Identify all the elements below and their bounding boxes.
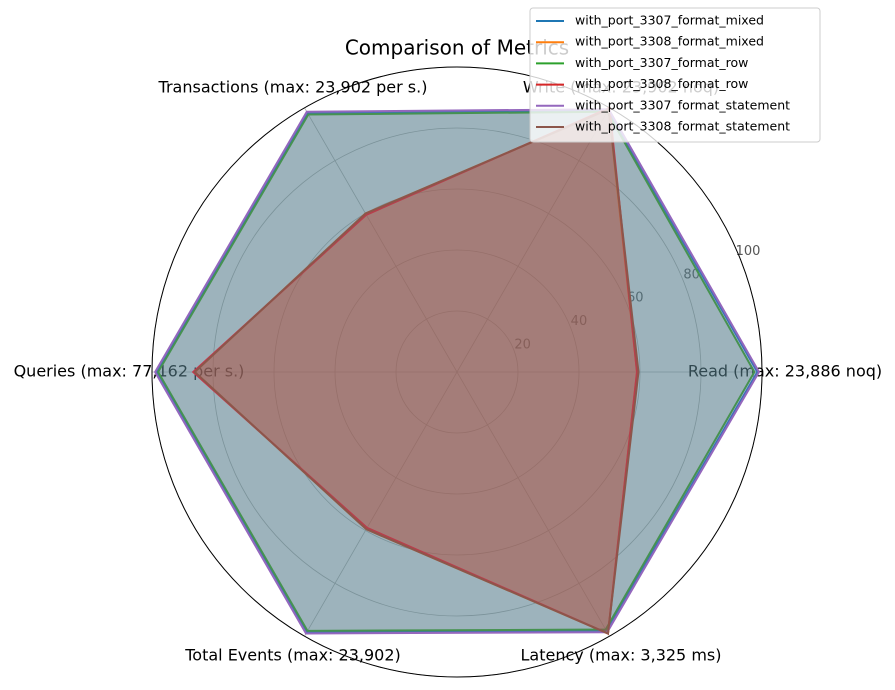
legend-label: with_port_3307_format_statement (575, 97, 790, 112)
spoke (456, 371, 610, 637)
r-tick-label: 100 (736, 244, 761, 259)
legend-label: with_port_3308_format_row (575, 76, 748, 91)
r-tick-label: 80 (683, 267, 700, 282)
category-label: Total Events (max: 23,902) (184, 646, 401, 665)
r-tick-label: 20 (514, 337, 531, 352)
category-label: Queries (max: 77,162 per s.) (14, 362, 245, 381)
legend-label: with_port_3308_format_mixed (575, 34, 764, 49)
r-tick-label: 40 (571, 314, 588, 329)
legend-label: with_port_3307_format_mixed (575, 13, 764, 28)
spoke (304, 371, 458, 637)
legend: with_port_3307_format_mixed with_port_330… (529, 7, 821, 143)
category-label: Transactions (max: 23,902 per s.) (158, 77, 428, 96)
legend-label: with_port_3307_format_row (575, 55, 748, 70)
outer-spine (151, 66, 763, 678)
legend-label: with_port_3308_format_statement (575, 119, 790, 134)
spoke (456, 107, 610, 373)
legend-box (529, 7, 821, 143)
category-label: Latency (max: 3,325 ms) (521, 646, 722, 665)
spoke (304, 107, 458, 373)
category-label: Read (max: 23,886 noq) (688, 362, 882, 381)
